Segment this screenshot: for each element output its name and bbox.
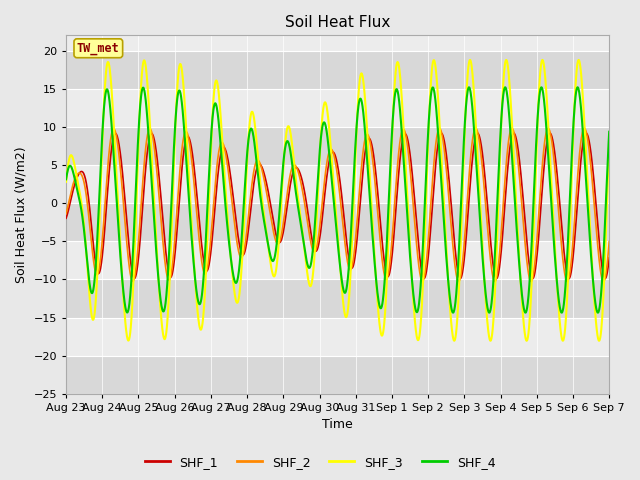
Legend: SHF_1, SHF_2, SHF_3, SHF_4: SHF_1, SHF_2, SHF_3, SHF_4 [140,451,500,474]
Bar [66,50,609,89]
Bar [66,127,609,165]
Text: TW_met: TW_met [77,42,120,55]
Title: Soil Heat Flux: Soil Heat Flux [285,15,390,30]
Bar [66,279,609,318]
Bar [66,356,609,394]
Bar [66,89,609,127]
Bar [66,203,609,241]
X-axis label: Time: Time [323,419,353,432]
Y-axis label: Soil Heat Flux (W/m2): Soil Heat Flux (W/m2) [15,146,28,283]
Bar [66,318,609,356]
Bar [66,165,609,203]
Bar [66,241,609,279]
